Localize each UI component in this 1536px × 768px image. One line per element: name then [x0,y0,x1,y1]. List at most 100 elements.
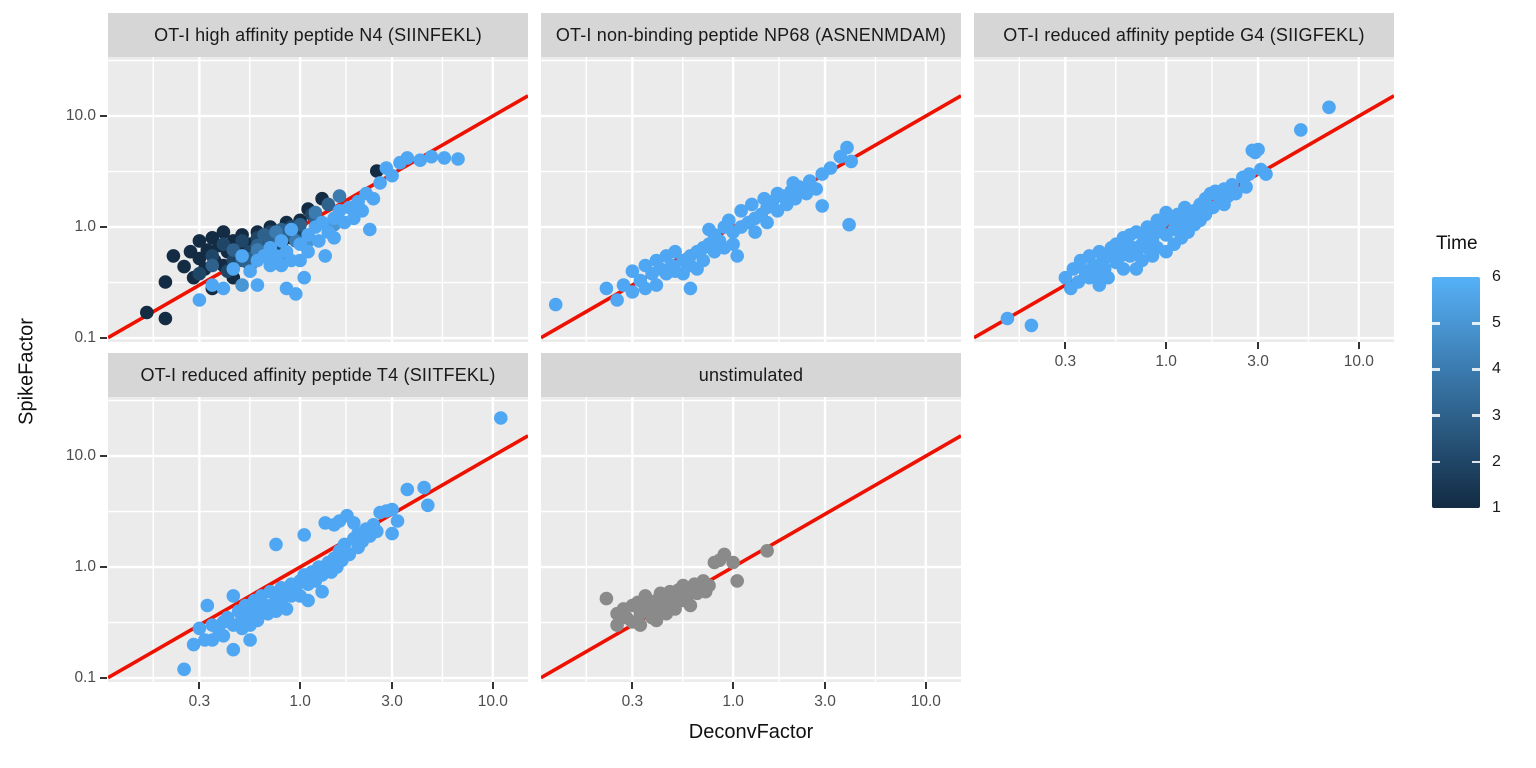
x-tick-label: 0.3 [1054,353,1077,370]
data-point [216,629,231,643]
data-point [216,237,231,251]
data-point [726,237,740,251]
identity-reference-line [108,434,528,680]
x-tick-label: 3.0 [381,693,403,710]
legend-tick-mark [1432,322,1440,325]
data-point [734,204,748,218]
identity-reference-line [541,434,961,680]
data-point [312,234,326,248]
data-point [297,528,311,542]
x-tick-label: 0.3 [188,693,211,710]
data-point [226,642,241,657]
data-point [610,618,624,632]
legend-label-1: 1 [1492,499,1501,516]
data-point [289,287,303,301]
data-point [1251,142,1265,157]
data-point [745,197,759,212]
data-point [301,244,315,259]
data-point [649,613,664,628]
data-point [216,225,231,239]
x-tick-mark [823,682,827,689]
facet-strip-2: OT-I non-binding peptide NP68 (ASNENMDAM… [541,13,961,57]
data-point [293,253,307,268]
y-tick-mark [100,225,107,229]
data-point [235,278,249,292]
data-point [1116,262,1131,276]
data-point [437,151,452,165]
data-point [1239,180,1253,194]
legend-tick-mark [1472,322,1480,325]
data-point [815,199,829,213]
data-point [332,189,347,203]
legend-tick-mark [1432,414,1440,417]
legend-tick-mark [1472,414,1480,417]
data-point [370,524,384,539]
data-point [385,502,399,517]
panel-plot-3 [974,57,1394,342]
data-point [308,205,323,220]
data-point [788,191,802,206]
data-point [1322,100,1336,115]
data-point [373,176,387,190]
data-point [1024,318,1039,333]
panel-background [108,397,528,682]
x-tick-label: 10.0 [477,693,508,710]
y-tick-label: 10.0 [65,107,96,125]
x-tick-label: 3.0 [1247,353,1269,370]
x-tick-mark [1064,342,1067,349]
data-point [1071,275,1086,289]
data-point [177,662,191,677]
panel-plot-1 [108,57,528,342]
data-point [216,281,231,296]
data-point [844,154,858,169]
data-point [1058,270,1073,285]
x-tick-label: 1.0 [1155,353,1177,370]
data-point [297,270,311,285]
data-point [683,281,698,296]
y-tick-label: 0.1 [74,669,96,687]
y-tick-mark [100,676,107,680]
data-point [842,217,856,232]
legend-label-4: 4 [1492,360,1501,378]
data-point [315,584,329,599]
data-point [235,234,249,248]
x-tick-mark [1165,342,1168,349]
data-point [748,225,762,239]
data-point [192,234,207,248]
data-point [226,262,241,276]
data-point [284,222,299,237]
data-point [400,482,415,497]
data-point [250,278,265,292]
facet-strip-1: OT-I high affinity peptide N4 (SIINFEKL) [108,13,528,57]
x-tick-mark [390,682,394,689]
y-axis-title: SpikeFactor [15,318,38,425]
panel-background [974,57,1394,342]
legend-label-2: 2 [1492,452,1501,470]
data-point [205,249,220,263]
data-point [625,285,640,299]
legend-tick-mark [1432,368,1440,371]
legend-label-3: 3 [1492,406,1501,424]
data-point [192,621,207,636]
x-tick-label: 1.0 [722,693,744,710]
data-point [1242,167,1256,181]
data-point [140,305,154,320]
data-point [702,578,716,593]
x-tick-label: 10.0 [1343,353,1374,370]
data-point [638,281,653,296]
data-point [548,297,563,312]
y-tick-label: 10.0 [65,447,96,465]
data-point [1259,167,1273,181]
data-point [625,264,640,278]
data-point [327,231,341,245]
data-point [158,311,173,326]
x-tick-mark [491,682,494,689]
data-point [610,293,624,307]
x-axis-title: DeconvFactor [688,721,814,743]
facet-strip-4: OT-I reduced affinity peptide T4 (SIITFE… [108,353,528,397]
x-tick-mark [631,682,634,689]
data-point [722,213,736,228]
y-tick-label: 1.0 [74,218,96,236]
legend-colorbar [1432,277,1480,508]
